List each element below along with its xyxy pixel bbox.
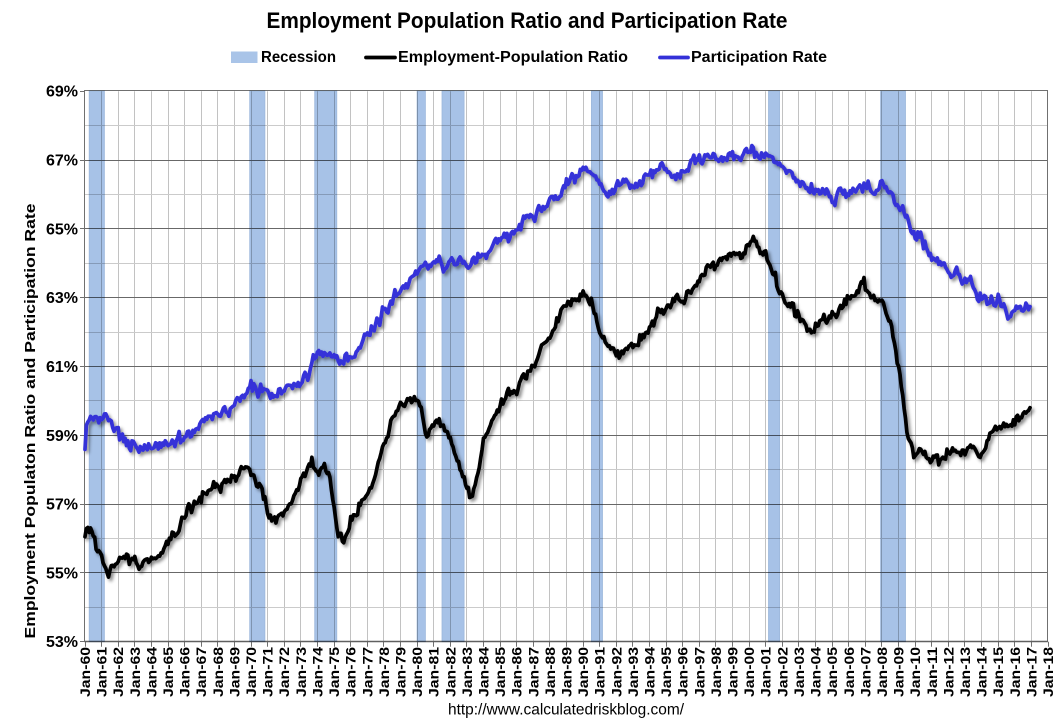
svg-text:Jan-80: Jan-80 — [409, 647, 425, 697]
svg-text:Jan-98: Jan-98 — [708, 647, 724, 697]
svg-text:Jan-00: Jan-00 — [741, 647, 757, 697]
svg-text:61%: 61% — [46, 359, 78, 376]
svg-text:Jan-79: Jan-79 — [393, 647, 409, 697]
svg-text:Jan-81: Jan-81 — [426, 647, 442, 697]
svg-text:Jan-04: Jan-04 — [808, 647, 824, 697]
svg-text:63%: 63% — [46, 290, 78, 307]
svg-text:Jan-08: Jan-08 — [874, 647, 890, 697]
svg-text:53%: 53% — [46, 634, 78, 651]
svg-text:Jan-77: Jan-77 — [359, 647, 375, 697]
svg-text:Jan-74: Jan-74 — [309, 647, 325, 697]
svg-text:55%: 55% — [46, 565, 78, 582]
svg-text:Employment-Population Ratio: Employment-Population Ratio — [398, 49, 628, 66]
svg-text:Jan-63: Jan-63 — [127, 647, 143, 697]
svg-text:Employment Population Ratio an: Employment Population Ratio and Particip… — [267, 8, 788, 33]
svg-text:Jan-13: Jan-13 — [957, 647, 973, 697]
svg-text:Jan-10: Jan-10 — [907, 647, 923, 697]
svg-text:Jan-76: Jan-76 — [343, 647, 359, 697]
svg-text:Jan-05: Jan-05 — [824, 647, 840, 697]
svg-text:Jan-75: Jan-75 — [326, 647, 342, 697]
svg-text:Jan-03: Jan-03 — [791, 647, 807, 697]
svg-text:Jan-16: Jan-16 — [1007, 647, 1023, 697]
svg-text:Jan-02: Jan-02 — [774, 647, 790, 697]
svg-text:Jan-99: Jan-99 — [725, 647, 741, 697]
svg-text:Jan-69: Jan-69 — [226, 647, 242, 697]
svg-text:Jan-17: Jan-17 — [1023, 647, 1039, 697]
svg-text:Jan-15: Jan-15 — [990, 647, 1006, 697]
svg-text:Jan-09: Jan-09 — [891, 647, 907, 697]
svg-text:Jan-12: Jan-12 — [940, 647, 956, 697]
svg-text:Jan-93: Jan-93 — [625, 647, 641, 697]
svg-text:Participation Rate: Participation Rate — [691, 49, 827, 66]
svg-text:Jan-06: Jan-06 — [841, 647, 857, 697]
svg-text:Jan-60: Jan-60 — [77, 647, 93, 697]
svg-text:Jan-67: Jan-67 — [193, 647, 209, 697]
svg-text:Employment Populaton Ratio and: Employment Populaton Ratio and Participa… — [22, 204, 39, 639]
svg-text:Jan-62: Jan-62 — [110, 647, 126, 697]
svg-text:Jan-83: Jan-83 — [459, 647, 475, 697]
svg-text:Jan-11: Jan-11 — [924, 647, 940, 697]
svg-text:Jan-64: Jan-64 — [143, 647, 159, 697]
svg-text:Jan-82: Jan-82 — [442, 647, 458, 697]
svg-text:Jan-87: Jan-87 — [525, 647, 541, 697]
svg-text:Jan-66: Jan-66 — [177, 647, 193, 697]
svg-text:Jan-70: Jan-70 — [243, 647, 259, 697]
svg-text:Jan-86: Jan-86 — [509, 647, 525, 697]
svg-text:Jan-18: Jan-18 — [1040, 647, 1056, 697]
svg-text:Jan-78: Jan-78 — [376, 647, 392, 697]
svg-text:Jan-91: Jan-91 — [592, 647, 608, 697]
svg-text:Jan-88: Jan-88 — [542, 647, 558, 697]
svg-text:http://www.calculatedriskblog.: http://www.calculatedriskblog.com/ — [448, 702, 685, 719]
svg-text:Jan-07: Jan-07 — [857, 647, 873, 697]
svg-text:Jan-68: Jan-68 — [210, 647, 226, 697]
svg-text:Jan-01: Jan-01 — [758, 647, 774, 697]
svg-text:Jan-65: Jan-65 — [160, 647, 176, 697]
svg-text:Jan-61: Jan-61 — [94, 647, 110, 697]
svg-text:67%: 67% — [46, 153, 78, 170]
svg-text:Jan-85: Jan-85 — [492, 647, 508, 697]
svg-text:Recession: Recession — [261, 49, 336, 66]
svg-text:Jan-97: Jan-97 — [691, 647, 707, 697]
svg-text:Jan-72: Jan-72 — [276, 647, 292, 697]
svg-text:Jan-73: Jan-73 — [293, 647, 309, 697]
svg-text:Jan-94: Jan-94 — [642, 647, 658, 697]
svg-text:Jan-71: Jan-71 — [260, 647, 276, 697]
svg-text:65%: 65% — [46, 221, 78, 238]
svg-text:Jan-96: Jan-96 — [675, 647, 691, 697]
svg-text:59%: 59% — [46, 428, 78, 445]
svg-text:57%: 57% — [46, 497, 78, 514]
svg-text:Jan-89: Jan-89 — [559, 647, 575, 697]
svg-text:69%: 69% — [46, 84, 78, 101]
svg-text:Jan-84: Jan-84 — [476, 647, 492, 697]
svg-text:Jan-14: Jan-14 — [974, 647, 990, 697]
svg-text:Jan-92: Jan-92 — [608, 647, 624, 697]
svg-text:Jan-95: Jan-95 — [658, 647, 674, 697]
svg-text:Jan-90: Jan-90 — [575, 647, 591, 697]
